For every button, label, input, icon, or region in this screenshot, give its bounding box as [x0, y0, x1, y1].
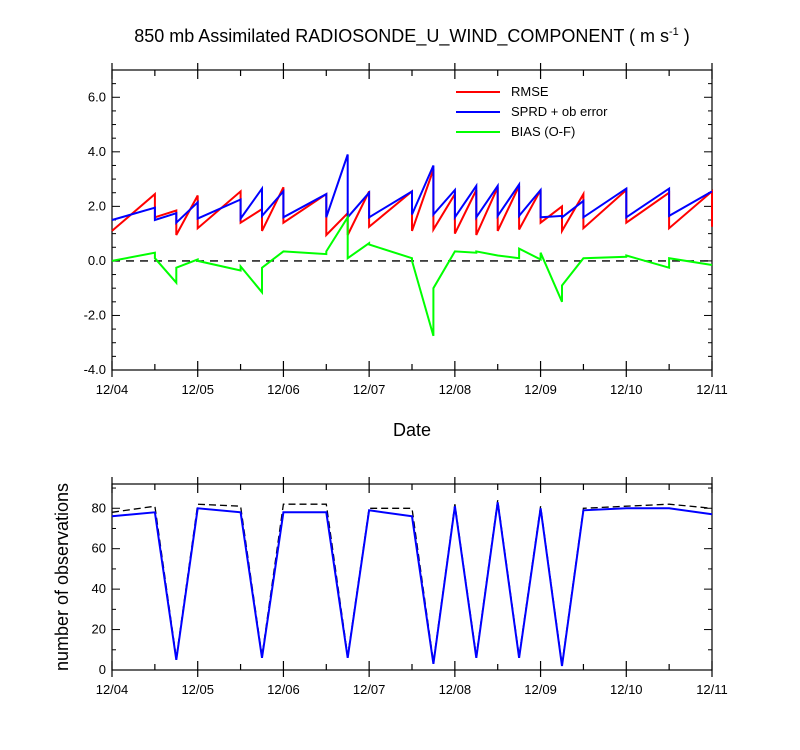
x-tick-label: 12/06 [267, 682, 300, 697]
series-line-observations-assimilated [111, 502, 713, 667]
y-axis-label: number of observations [52, 483, 72, 671]
x-tick-label: 12/10 [610, 382, 643, 397]
x-tick-label: 12/08 [439, 682, 472, 697]
x-tick-label: 12/05 [181, 682, 214, 697]
y-tick-label: 60 [92, 541, 106, 556]
y-tick-label: 2.0 [88, 198, 106, 213]
x-tick-label: 12/05 [181, 382, 214, 397]
x-tick-label: 12/11 [696, 682, 728, 697]
observation-count-panel: 12/04 12/05 12/06 12/07 12/08 12/09 12/10 12/11… [92, 477, 728, 697]
rmse-bias-panel: 12/04 12/05 12/06 12/07 12/08 12/09 12/10 12/11… [84, 63, 728, 397]
x-tick-label: 12/09 [524, 382, 557, 397]
x-axis-label: Date [393, 420, 431, 440]
x-tick-label: 12/04 [96, 382, 129, 397]
legend-label: SPRD + ob error [511, 104, 608, 119]
y-tick-label: 6.0 [88, 89, 106, 104]
x-tick-label: 12/08 [439, 382, 472, 397]
series-line-observations-possible [111, 500, 713, 664]
y-tick-label: 4.0 [88, 144, 106, 159]
series-line-bias-o-f [111, 213, 713, 337]
y-tick-label: 40 [92, 581, 106, 596]
y-tick-label: 80 [92, 500, 106, 515]
y-tick-label: 0 [99, 662, 106, 677]
x-tick-label: 12/10 [610, 682, 643, 697]
chart-title: 850 mb Assimilated RADIOSONDE_U_WIND_COM… [134, 26, 690, 47]
y-tick-label: 0.0 [88, 253, 106, 268]
y-tick-label: -2.0 [84, 307, 106, 322]
x-tick-label: 12/04 [96, 682, 129, 697]
series-line-sprd-ob-error [111, 154, 713, 226]
y-tick-label: -4.0 [84, 362, 106, 377]
x-tick-label: 12/11 [696, 382, 728, 397]
x-tick-label: 12/06 [267, 382, 300, 397]
x-tick-label: 12/09 [524, 682, 557, 697]
legend-label: RMSE [511, 84, 549, 99]
y-tick-label: 20 [92, 622, 106, 637]
legend-label: BIAS (O-F) [511, 124, 575, 139]
x-tick-label: 12/07 [353, 382, 386, 397]
x-tick-label: 12/07 [353, 682, 386, 697]
